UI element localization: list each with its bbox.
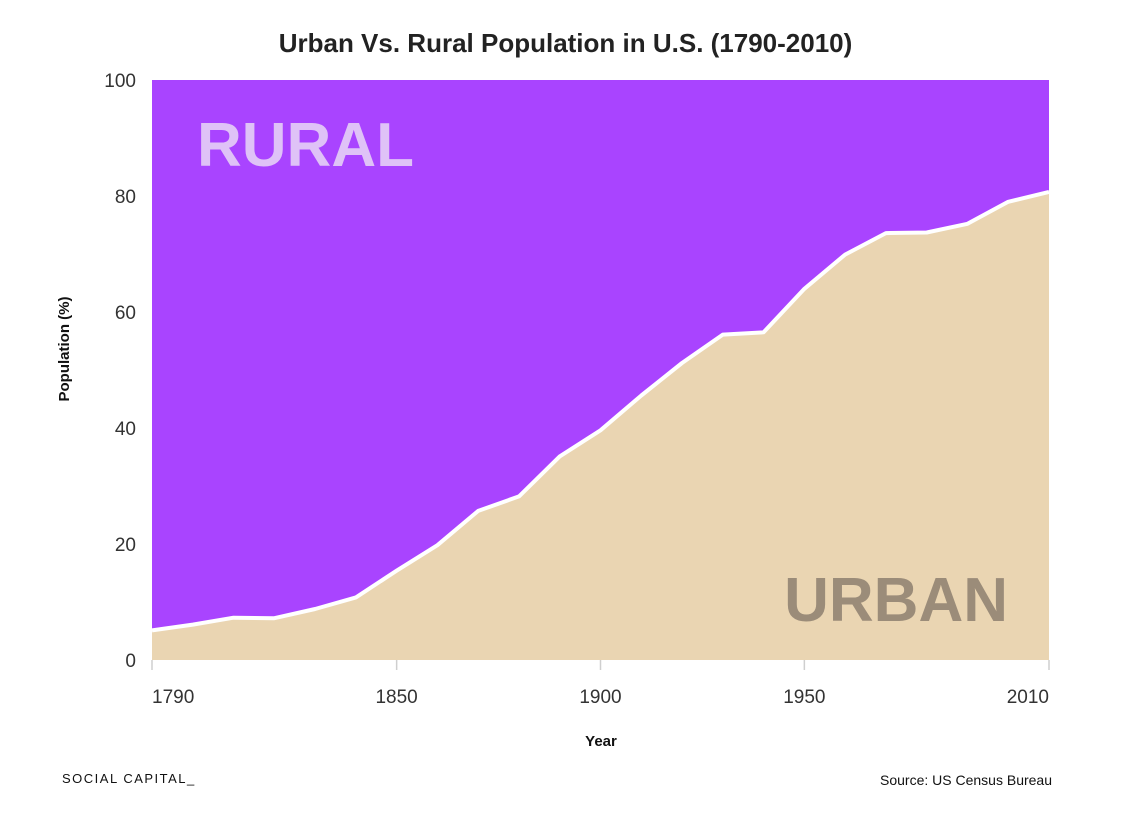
y-tick-label: 20: [115, 535, 136, 556]
y-tick-label: 0: [125, 651, 136, 672]
y-tick-label: 60: [115, 303, 136, 324]
brand-logo-text: SOCIAL CAPITAL_: [62, 771, 196, 786]
urban-boundary-line: [151, 189, 1050, 633]
y-tick-label: 80: [115, 187, 136, 208]
x-axis-label: Year: [585, 733, 617, 750]
x-tick-label: 1950: [783, 687, 825, 708]
urban-area: [152, 191, 1049, 660]
y-tick-label: 100: [104, 71, 136, 92]
chart-title: Urban Vs. Rural Population in U.S. (1790…: [278, 28, 853, 58]
urban-area-label: URBAN: [784, 566, 1008, 635]
x-axis-ticks: 1790 1850 1900 1950 2010: [151, 660, 1050, 708]
x-tick-label: 1850: [375, 687, 417, 708]
rural-area-label: RURAL: [197, 111, 414, 180]
y-axis-label: Population (%): [56, 297, 73, 402]
x-tick-label: 1900: [579, 687, 621, 708]
x-tick-label: 2010: [1007, 687, 1049, 708]
y-axis-ticks: 0 20 40 60 80 100: [104, 71, 136, 672]
source-note: Source: US Census Bureau: [880, 772, 1052, 788]
y-tick-label: 40: [115, 419, 136, 440]
x-tick-label: 1790: [152, 687, 194, 708]
